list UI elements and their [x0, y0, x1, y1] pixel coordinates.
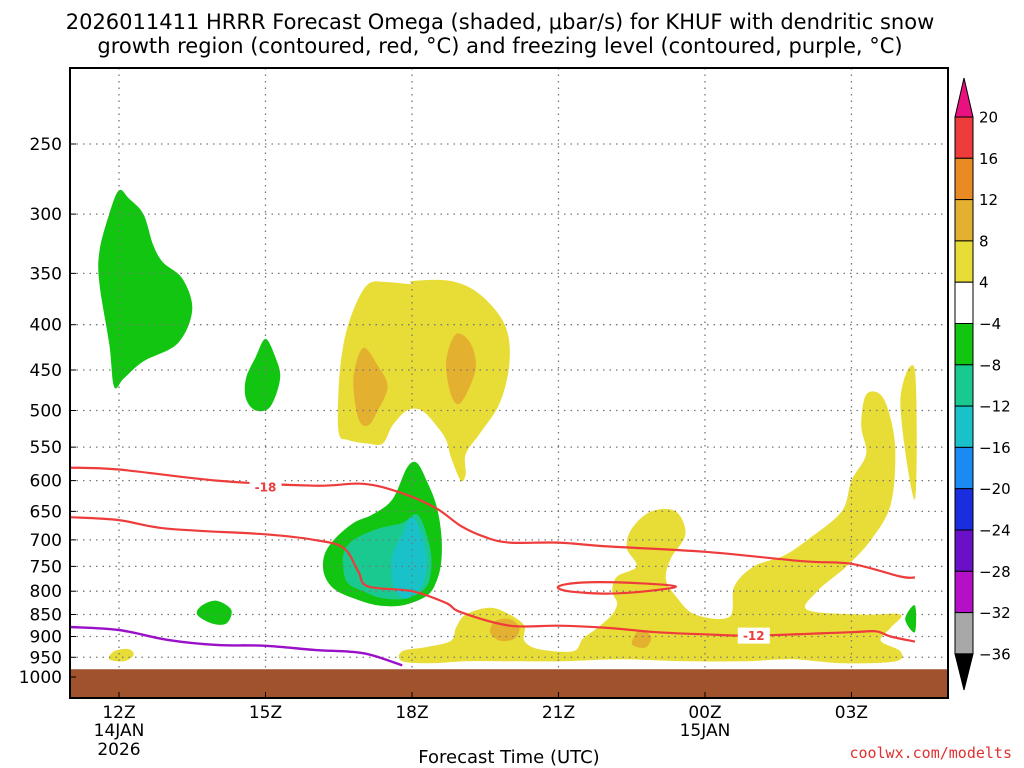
- y-axis: 2503003504004505005506006507007508008509…: [19, 135, 76, 688]
- contour-layer: -18 -12: [70, 466, 916, 667]
- colorbar-label: −20: [979, 480, 1011, 498]
- colorbar-segment: [954, 570, 974, 614]
- x-tick-label: 15Z: [249, 703, 282, 723]
- omega-region-green-upper-12z: [98, 189, 193, 389]
- colorbar-segment: [954, 364, 974, 407]
- x-tick-date: 15JAN: [680, 721, 731, 741]
- colorbar-label: −8: [979, 356, 1001, 374]
- y-tick-label: 800: [30, 582, 62, 602]
- y-tick-label: 400: [30, 316, 62, 336]
- x-tick-year: 2026: [97, 740, 140, 760]
- colorbar-bottom-triangle: [954, 653, 974, 691]
- colorbar-label: −4: [979, 315, 1001, 333]
- x-tick-label: 12Z: [102, 703, 135, 723]
- y-tick-label: 600: [30, 472, 62, 492]
- chart-title-line2: growth region (contoured, red, °C) and f…: [97, 34, 902, 58]
- y-tick-label: 850: [30, 606, 62, 626]
- colorbar-label: −12: [979, 398, 1011, 416]
- terrain-fill: [70, 669, 948, 698]
- colorbar-segment: [954, 116, 974, 159]
- credit-text: coolwx.com/modelts: [849, 744, 1012, 762]
- colorbar-segment: [954, 281, 974, 325]
- y-tick-label: 250: [30, 135, 62, 155]
- omega-region-green-upper-15z: [244, 338, 281, 412]
- y-tick-label: 450: [30, 361, 62, 381]
- colorbar-label: −28: [979, 563, 1011, 581]
- x-tick-label: 00Z: [688, 703, 721, 723]
- colorbar-segment: [954, 323, 974, 366]
- omega-region-yellow-lower-band: [398, 391, 903, 664]
- colorbar-segment: [954, 199, 974, 242]
- y-tick-label: 1000: [19, 668, 62, 688]
- omega-shading-layer: [98, 189, 917, 664]
- colorbar-label: 20: [979, 109, 998, 127]
- colorbar-segment: [954, 488, 974, 531]
- omega-region-yellow-right-edge: [900, 365, 917, 500]
- dgz-contour-label: -18: [255, 480, 277, 494]
- x-axis-label: Forecast Time (UTC): [418, 747, 599, 768]
- freezing-level-contour: [70, 625, 403, 667]
- dgz-contour-1: [70, 516, 916, 643]
- y-tick-label: 650: [30, 502, 62, 522]
- colorbar-label: 4: [979, 274, 989, 292]
- x-tick-label: 21Z: [542, 703, 575, 723]
- colorbar-label: 16: [979, 150, 998, 168]
- chart-title-line1: 2026011411 HRRR Forecast Omega (shaded, …: [66, 10, 935, 34]
- y-tick-label: 300: [30, 205, 62, 225]
- plot-background: [70, 68, 948, 698]
- x-tick-label: 03Z: [835, 703, 868, 723]
- y-tick-label: 350: [30, 264, 62, 284]
- x-tick-date: 14JAN: [94, 721, 145, 741]
- y-tick-label: 700: [30, 531, 62, 551]
- colorbar: 20 16 12 8 4 −4 −8 −12 −16 −20 −24 −28 −32 −36: [954, 77, 1011, 691]
- dgz-label-bg: [249, 478, 282, 495]
- colorbar-label: −24: [979, 522, 1011, 540]
- omega-region-yellow-upper-left: [337, 279, 510, 482]
- omega-region-cyan-main: [391, 517, 427, 599]
- omega-region-orange-lower-22z: [631, 629, 652, 648]
- omega-region-orange-left: [353, 347, 388, 427]
- colorbar-segment: [954, 529, 974, 572]
- colorbar-segment: [954, 612, 974, 655]
- grid-layer: [70, 68, 948, 698]
- y-tick-label: 950: [30, 648, 62, 668]
- dgz-contour-label: -12: [743, 629, 765, 643]
- plot-frame: [69, 67, 949, 699]
- colorbar-label: 12: [979, 191, 998, 209]
- colorbar-top-triangle: [954, 77, 974, 118]
- y-tick-label: 500: [30, 402, 62, 422]
- omega-region-green-right-edge: [905, 605, 917, 633]
- colorbar-segment: [954, 157, 974, 201]
- colorbar-segment: [954, 405, 974, 448]
- y-tick-label: 550: [30, 438, 62, 458]
- omega-region-green-small-14z: [196, 600, 232, 625]
- colorbar-label: −16: [979, 439, 1011, 457]
- colorbar-label: −32: [979, 604, 1011, 622]
- terrain-layer: [70, 669, 948, 698]
- colorbar-segment: [954, 240, 974, 283]
- x-tick-label: 18Z: [395, 703, 428, 723]
- dgz-label-bg: [737, 627, 770, 644]
- y-tick-label: 900: [30, 627, 62, 647]
- y-tick-label: 750: [30, 557, 62, 577]
- omega-region-yellow-small-12z: [108, 648, 134, 662]
- colorbar-label: 8: [979, 232, 989, 250]
- omega-region-orange-right: [446, 333, 476, 405]
- dgz-contour-2: [556, 581, 677, 595]
- colorbar-segment: [954, 446, 974, 490]
- colorbar-label: −36: [979, 645, 1011, 663]
